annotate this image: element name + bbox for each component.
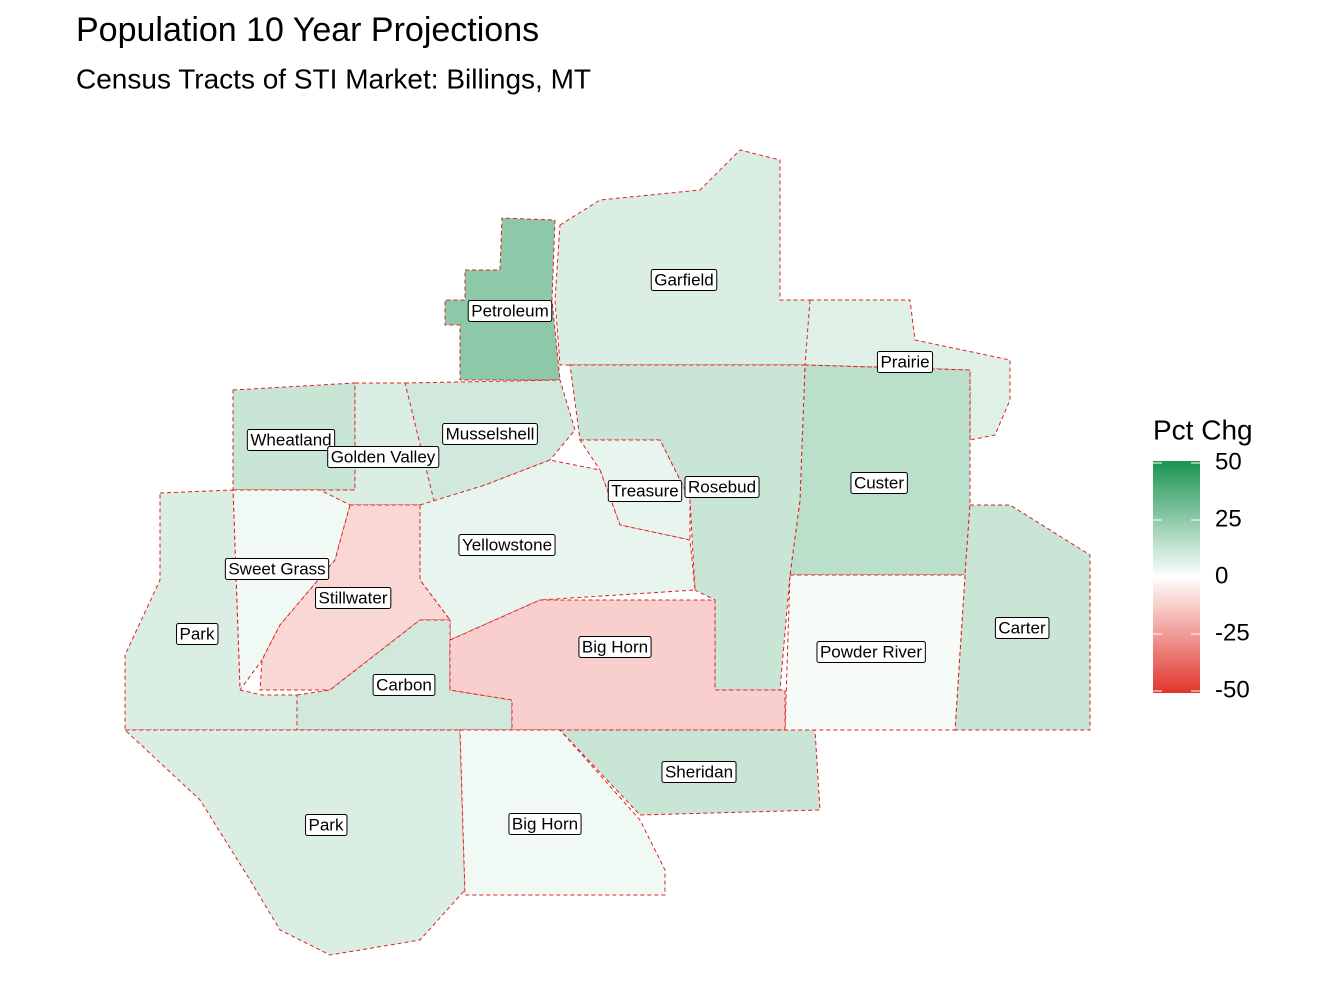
region-label: Garfield (654, 270, 714, 289)
region-label: Treasure (611, 481, 678, 500)
label-box (176, 622, 219, 645)
legend-title: Pct Chg (1153, 414, 1253, 445)
region-label: Big Horn (582, 637, 648, 656)
region (124, 489, 298, 731)
label-box (508, 812, 582, 835)
region (449, 599, 786, 731)
region-label: Park (180, 624, 215, 643)
legend-tick-label: -25 (1215, 619, 1250, 646)
region-label: Prairie (880, 352, 929, 371)
region (419, 459, 696, 641)
region-label: Carter (998, 618, 1046, 637)
legend-tick-label: 50 (1215, 448, 1242, 475)
region-label: Golden Valley (331, 447, 436, 466)
label-box (994, 616, 1050, 639)
region-label: Yellowstone (462, 535, 552, 554)
region-labels: Garfield Petroleum Prairie Custer Carter Powd… (176, 268, 1050, 836)
label-box (684, 475, 760, 498)
label-box (876, 350, 934, 373)
region-label: Big Horn (512, 814, 578, 833)
legend-tick-label: 0 (1215, 562, 1228, 589)
region (789, 364, 971, 576)
title: Population 10 Year Projections (76, 11, 539, 49)
region-label: Powder River (820, 642, 922, 661)
label-box (650, 268, 718, 291)
label-box (224, 557, 330, 580)
label-box (458, 533, 556, 556)
label-box (467, 299, 553, 322)
label-box (372, 673, 436, 696)
label-box (816, 640, 926, 663)
label-box (305, 813, 348, 836)
label-box (246, 428, 336, 451)
region-label: Stillwater (319, 588, 388, 607)
label-box (850, 471, 908, 494)
region-label: Petroleum (471, 301, 548, 320)
legend-tick-label: 25 (1215, 505, 1242, 532)
region-label: Sheridan (665, 762, 733, 781)
region (554, 149, 811, 366)
region-label: Musselshell (446, 424, 535, 443)
region-label: Carbon (376, 675, 432, 694)
region (569, 364, 806, 691)
legend: Pct Chg 50 25 0 -25 -50 (1153, 414, 1253, 703)
label-box (661, 760, 737, 783)
subtitle: Census Tracts of STI Market: Billings, M… (76, 63, 591, 94)
region (444, 217, 561, 381)
region-label: Wheatland (250, 430, 331, 449)
label-box (327, 445, 440, 468)
label-box (607, 479, 683, 502)
label-box (578, 635, 652, 658)
region-label: Park (309, 815, 344, 834)
legend-tick-label: -50 (1215, 676, 1250, 703)
region-label: Rosebud (688, 477, 756, 496)
region-label: Custer (854, 473, 904, 492)
label-box (442, 422, 538, 445)
region-label: Sweet Grass (228, 559, 325, 578)
label-box (315, 586, 392, 609)
